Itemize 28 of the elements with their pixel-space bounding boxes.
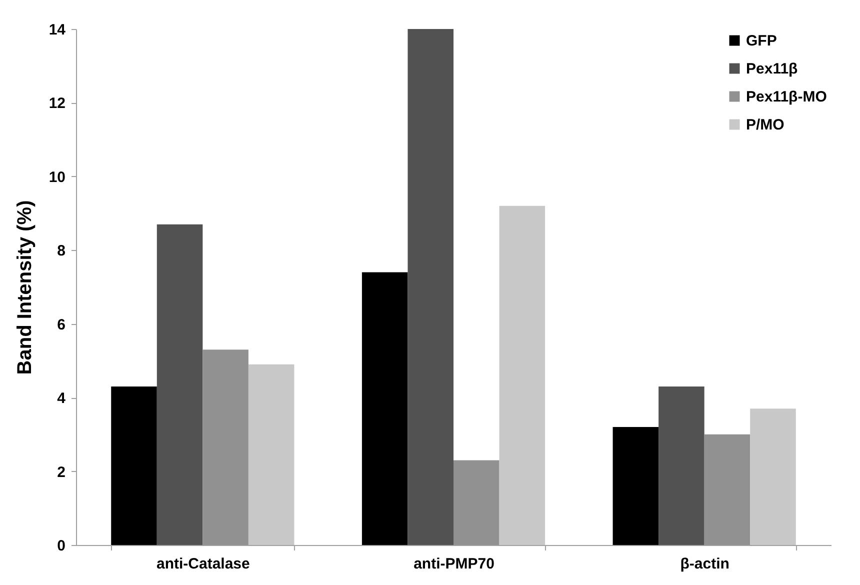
y-tick-label: 6: [57, 316, 66, 334]
bar: [612, 427, 659, 545]
bar: [362, 272, 408, 545]
bar: [202, 350, 248, 545]
bar: [499, 206, 546, 545]
legend-label: Pex11β: [746, 60, 798, 78]
y-tick-label: 12: [48, 95, 66, 112]
bar: [111, 386, 157, 545]
bar: [454, 460, 500, 545]
x-tick-label: anti-PMP70: [414, 556, 494, 572]
bar: [658, 386, 704, 545]
legend-label: Pex11β-MO: [746, 88, 828, 106]
x-tick-label: anti-Catalase: [156, 556, 250, 572]
y-tick-label: 14: [48, 22, 66, 38]
y-tick-label: 10: [48, 168, 66, 186]
y-tick-label: 0: [57, 538, 66, 554]
bar: [408, 29, 454, 545]
bar: [156, 224, 203, 545]
y-tick-label: 2: [57, 464, 66, 481]
bar: [704, 434, 750, 545]
bar: [750, 408, 796, 545]
y-tick-label: 8: [57, 242, 66, 260]
legend-label: P/MO: [746, 116, 785, 134]
y-tick-label: 4: [57, 390, 66, 408]
y-axis-title: Band Intensity (%): [14, 200, 36, 375]
x-tick-label: β-actin: [680, 556, 730, 572]
bar: [248, 364, 294, 545]
legend-label: GFP: [746, 32, 777, 50]
